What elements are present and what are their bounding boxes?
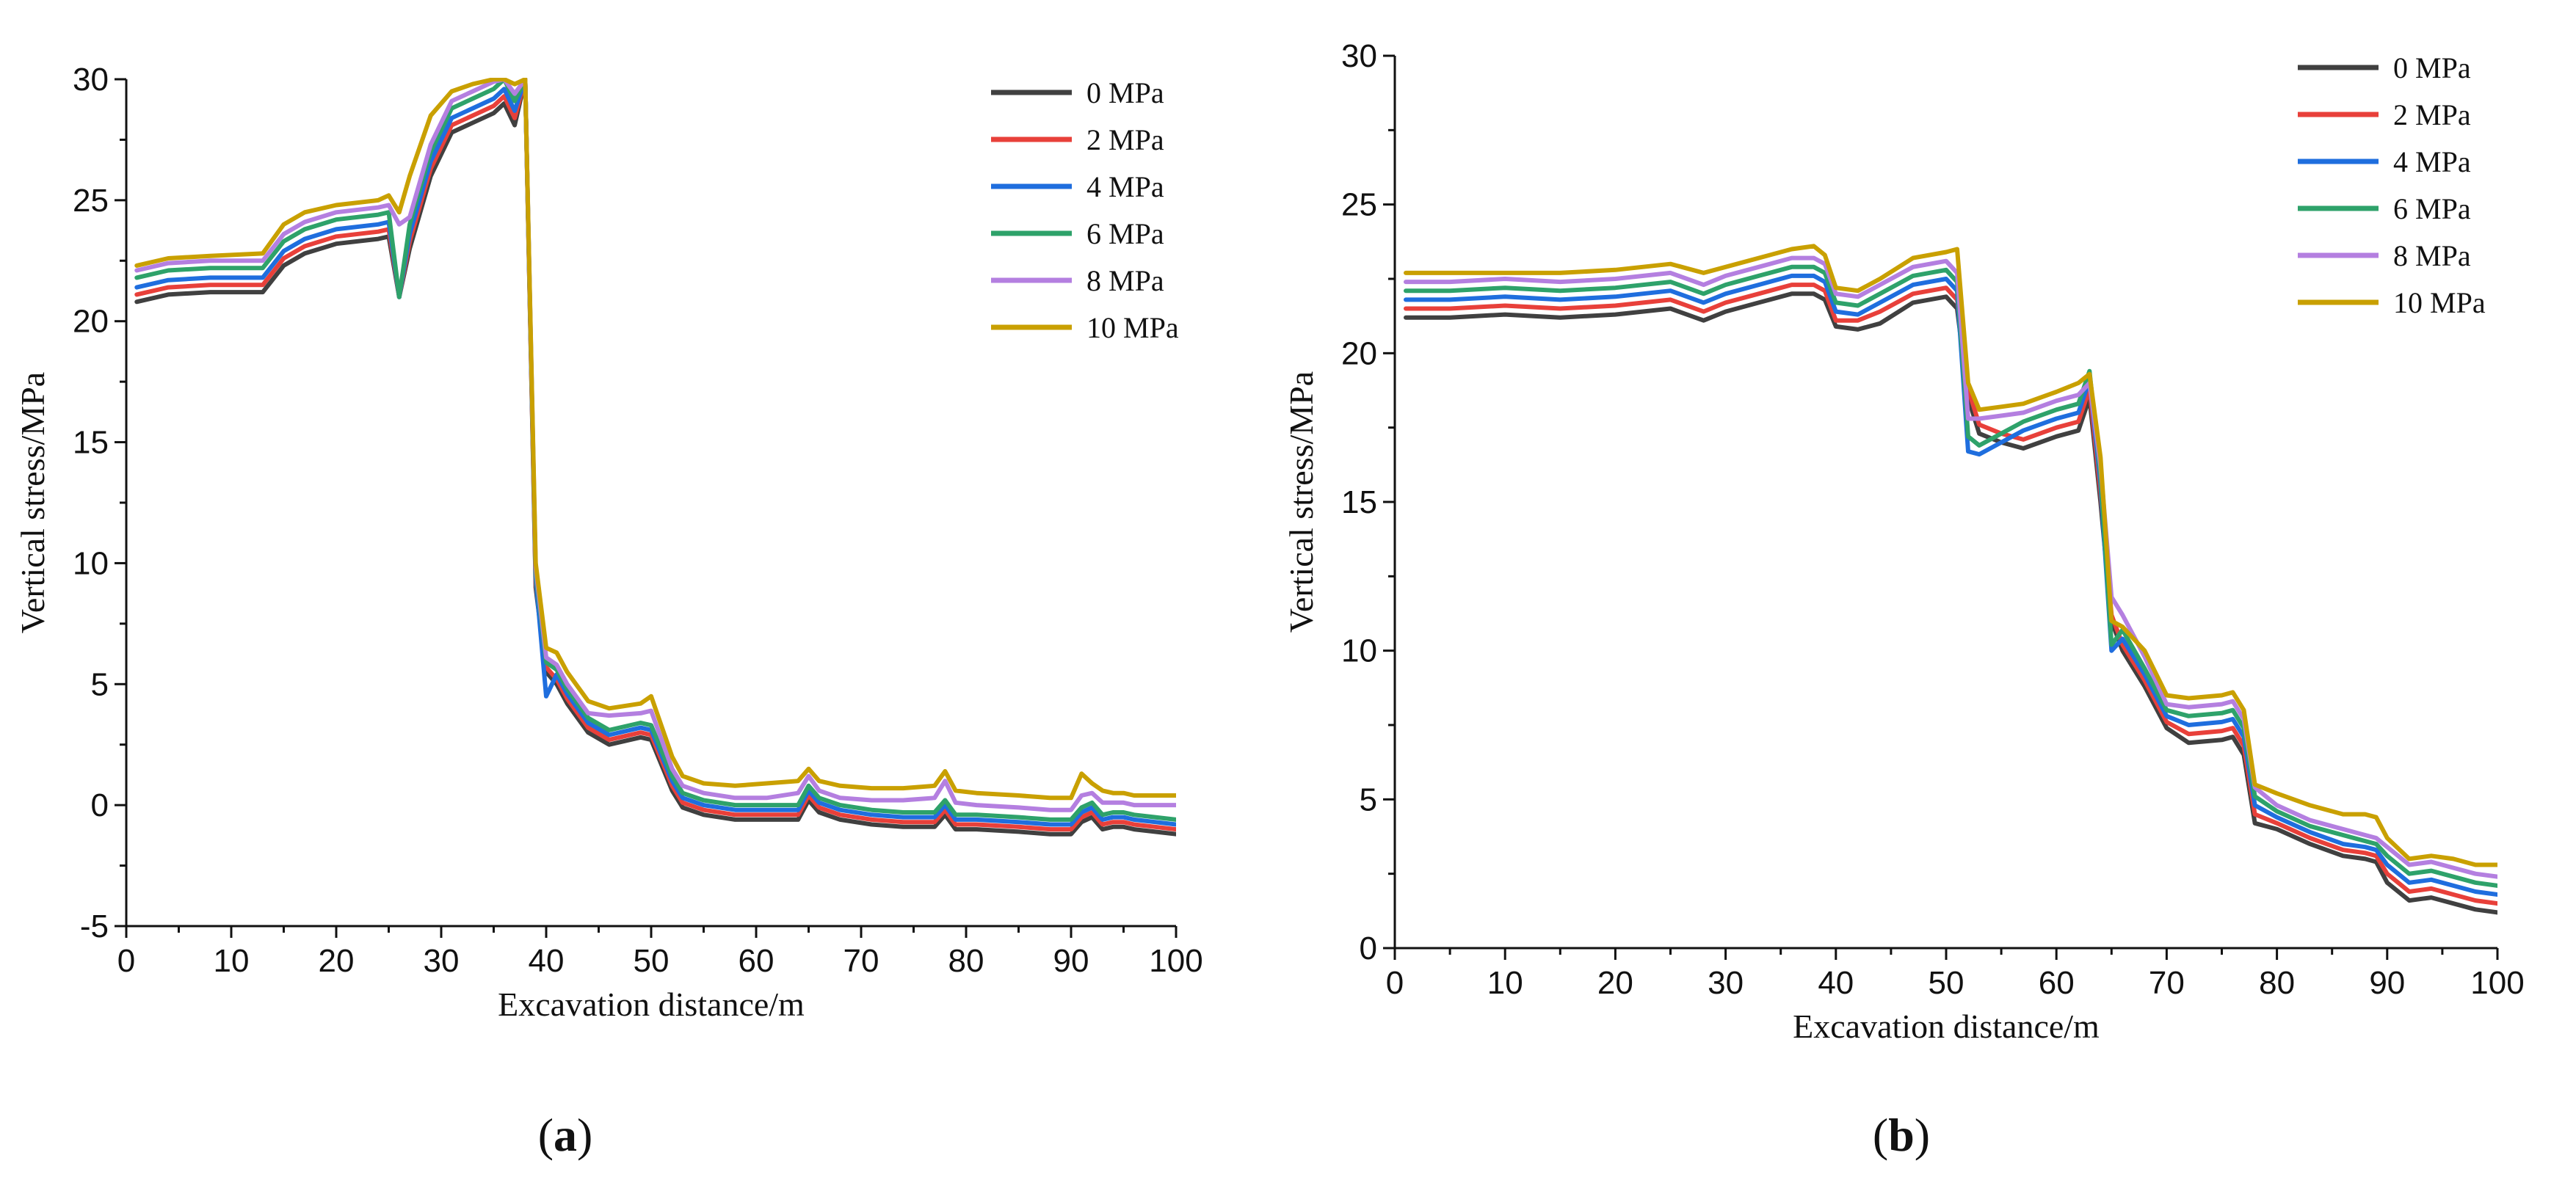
- panel-a-x-axis-title: Excavation distance/m: [498, 986, 805, 1023]
- panel-a-x-tick-label: 60: [739, 943, 774, 979]
- panel-a-y-tick-label: -5: [80, 908, 109, 944]
- panel-a-x-tick-label: 50: [634, 943, 670, 979]
- panel-b-y-tick-label: 30: [1341, 38, 1377, 74]
- panel-a-legend-label-2: 4 MPa: [1086, 170, 1164, 203]
- panel-a-legend-label-5: 10 MPa: [1086, 311, 1179, 344]
- panel-a-x-tick-label: 100: [1149, 943, 1202, 979]
- panel-a-chart: 0 10 20 30 40 50 60 70 80 90 100-5051015202530Exca…: [14, 62, 1203, 1023]
- panel-b-series-group: [1404, 244, 2497, 915]
- panel-a-y-tick-label: 30: [73, 62, 109, 98]
- panel-b-caption: (b): [1873, 1109, 1930, 1161]
- panel-b-y-axis-title: Vertical stress/MPa: [1282, 371, 1320, 633]
- panel-b-series-line-1: [1404, 283, 2497, 906]
- panel-a-x-tick-label: 10: [214, 943, 250, 979]
- panel-b-legend: 0 MPa 2 MPa 4 MPa 6 MPa 8 MPa 10 MPa: [2298, 51, 2486, 319]
- panel-b-legend-label-4: 8 MPa: [2393, 239, 2471, 272]
- panel-b-series-line-2: [1404, 273, 2497, 897]
- panel-a-y-tick-label: 0: [91, 787, 109, 823]
- panel-b-series-line-5: [1404, 244, 2497, 867]
- panel-a-series-line-3: [134, 78, 1176, 822]
- panel-a-legend-label-3: 6 MPa: [1086, 217, 1164, 250]
- panel-a-y-tick-label: 10: [73, 545, 109, 581]
- panel-b-x-tick-label: 40: [1818, 965, 1854, 1001]
- panel-a-series-line-5: [134, 78, 1176, 801]
- panel-a-x-tick-label: 30: [424, 943, 460, 979]
- panel-a-x-tick-label: 0: [117, 943, 135, 979]
- panel-b-series-line-4: [1404, 255, 2497, 879]
- panel-a-y-tick-label: 5: [91, 666, 109, 702]
- panel-a-x-tick-label: 90: [1053, 943, 1089, 979]
- panel-b-legend-label-0: 0 MPa: [2393, 51, 2471, 84]
- panel-b-x-axis-title: Excavation distance/m: [1793, 1008, 2100, 1045]
- panel-b-x-tick-label: 10: [1487, 965, 1523, 1001]
- panel-a-x-tick-label: 70: [843, 943, 879, 979]
- panel-b-chart: 0 10 20 30 40 50 60 70 80 90 100 0 5 10 15 20 25 30 Excava…: [1282, 38, 2525, 1045]
- panel-b-x-tick-label: 20: [1597, 965, 1633, 1001]
- panel-b-x-tick-label: 100: [2470, 965, 2524, 1001]
- panel-a-legend-label-0: 0 MPa: [1086, 76, 1164, 109]
- panel-a-x-tick-label: 80: [948, 943, 984, 979]
- panel-b-legend-label-2: 4 MPa: [2393, 145, 2471, 178]
- panel-b-letter: b: [1888, 1109, 1915, 1161]
- panel-b-y-tick-label: 20: [1341, 335, 1377, 371]
- panel-b-x-tick-label: 0: [1386, 965, 1404, 1001]
- panel-a-y-tick-label: 20: [73, 304, 109, 340]
- panel-a-y-axis-title: Vertical stress/MPa: [14, 372, 51, 633]
- panel-a-legend-label-4: 8 MPa: [1086, 264, 1164, 297]
- panel-b-y-tick-label: 25: [1341, 187, 1377, 223]
- panel-b-series-line-3: [1404, 264, 2497, 888]
- panel-b-x-tick-label: 70: [2149, 965, 2185, 1001]
- panel-b-y-tick-label: 10: [1341, 633, 1377, 669]
- panel-b-x-tick-label: 30: [1708, 965, 1744, 1001]
- panel-b-y-tick-label: 5: [1360, 782, 1377, 817]
- panel-a-legend-label-1: 2 MPa: [1086, 123, 1164, 156]
- panel-a-y-tick-label: 15: [73, 425, 109, 461]
- panel-b-series-line-0: [1404, 291, 2497, 915]
- panel-a-legend: 0 MPa 2 MPa 4 MPa 6 MPa 8 MPa 10 MPa: [991, 76, 1179, 344]
- panel-b-legend-label-1: 2 MPa: [2393, 98, 2471, 131]
- panel-a-caption: (a): [538, 1109, 593, 1161]
- panel-a-series-line-4: [134, 78, 1176, 812]
- panel-b-legend-label-5: 10 MPa: [2393, 286, 2486, 319]
- panel-a-x-tick-label: 20: [319, 943, 355, 979]
- panel-a-y-tick-label: 25: [73, 183, 109, 219]
- panel-b-y-tick-label: 0: [1360, 930, 1377, 966]
- panel-a-letter: a: [554, 1109, 577, 1161]
- panel-b-x-tick-label: 80: [2259, 965, 2295, 1001]
- panel-b-x-tick-label: 60: [2039, 965, 2075, 1001]
- panel-b-x-tick-label: 50: [1929, 965, 1964, 1001]
- panel-b-x-tick-label: 90: [2369, 965, 2405, 1001]
- panel-b-legend-label-3: 6 MPa: [2393, 192, 2471, 225]
- panel-b-y-tick-label: 15: [1341, 484, 1377, 520]
- panel-a-x-tick-label: 40: [529, 943, 565, 979]
- panel-a-series-group: [134, 78, 1176, 837]
